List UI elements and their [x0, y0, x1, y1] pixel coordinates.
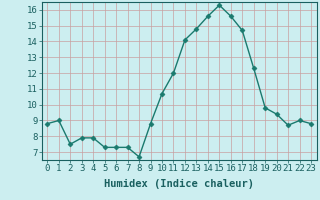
X-axis label: Humidex (Indice chaleur): Humidex (Indice chaleur) [104, 179, 254, 189]
